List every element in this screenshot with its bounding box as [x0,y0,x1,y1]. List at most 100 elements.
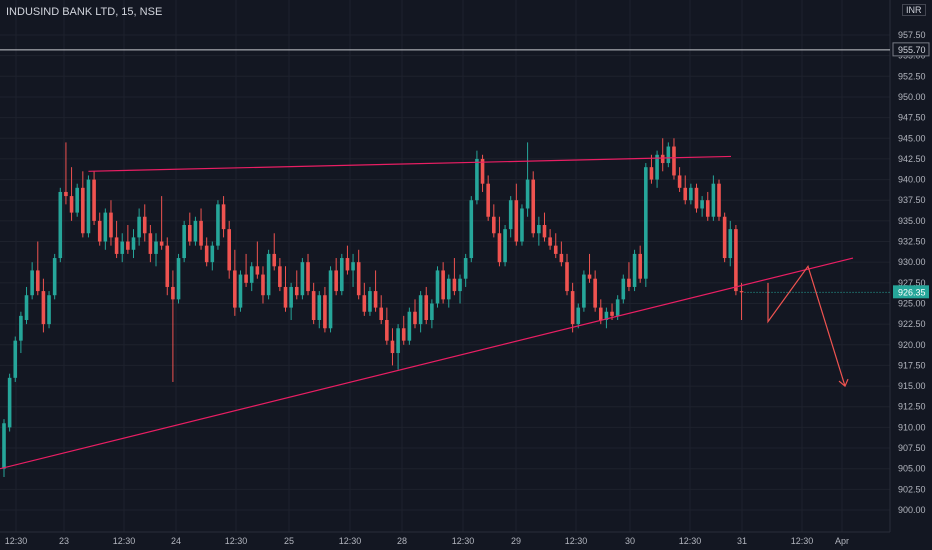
candle-body [278,266,282,287]
currency-label[interactable]: INR [902,4,926,16]
candle-body [379,307,384,320]
candle-body [570,291,575,325]
candle-body [469,200,474,259]
candle-body [137,216,141,238]
candle-body [176,258,181,300]
price-tick-label: 950.00 [898,92,926,102]
candle-body [610,311,614,316]
candle-body [35,270,40,292]
time-tick-label: 12:30 [339,536,362,546]
candle-body [390,340,395,354]
candle-body [114,237,119,254]
candle-body [553,245,558,254]
candle-body [480,158,485,184]
candle-body [81,187,85,234]
candle-body [458,278,462,292]
time-tick-label: 12:30 [5,536,28,546]
candle-body [187,225,192,242]
candle-body [103,212,108,242]
candle-body [171,286,175,300]
candle-body [97,220,102,242]
candle-body [233,270,237,308]
candle-body [520,208,524,242]
hline-price-tag [892,42,930,57]
candle-body [266,253,271,296]
candle-body [323,295,327,329]
candle-body [249,266,254,283]
price-tick-label: 925.00 [898,298,926,308]
candle-body [424,295,429,320]
candle-body [705,200,710,217]
price-tick-label: 900.00 [898,505,926,515]
candle-body [660,154,665,164]
projection-arrowhead [838,378,849,388]
candle-body [58,191,63,259]
candle-body [621,278,626,300]
candle-body [576,307,581,325]
candle-body [69,196,74,213]
candle-body [446,278,451,300]
last-price-label: 926.35 [898,287,926,297]
candle-body [430,303,434,320]
candle-body [289,286,293,308]
candle-body [351,262,355,271]
candle-body [492,216,496,234]
price-tick-label: 942.50 [898,154,926,164]
price-tick-label: 907.50 [898,443,926,453]
price-tick-label: 947.50 [898,113,926,123]
candle-body [41,291,46,325]
candle-body [13,340,18,378]
candle-body [210,245,215,263]
candle-body [182,225,186,259]
candle-body [47,295,51,325]
time-tick-label: 12:30 [679,536,702,546]
candle-body [216,204,220,246]
candle-body [531,179,536,234]
candle-body [565,262,569,292]
candle-body [407,311,412,341]
candle-body [722,216,727,259]
candle-body [306,262,310,292]
price-tick-label: 917.50 [898,360,926,370]
candle-body [283,286,288,308]
candle-body [86,179,91,234]
candle-body [435,270,440,304]
time-tick-label: 12:30 [452,536,475,546]
candle-body [19,315,23,341]
candle-body [165,245,170,287]
price-tick-label: 935.00 [898,216,926,226]
candle-body [441,270,445,300]
candle-body [154,241,158,254]
candlestick-series [2,138,744,477]
candle-body [486,183,490,217]
candle-body [120,241,125,254]
candle-body [356,262,361,296]
candle-body [542,225,547,238]
price-tick-label: 945.00 [898,133,926,143]
time-tick-label: 30 [625,536,635,546]
candle-body [666,146,671,164]
drawing-layer[interactable] [0,49,890,470]
candle-body [396,328,400,354]
candle-body [317,295,322,320]
candle-body [598,307,603,320]
candle-body [64,191,68,197]
price-tick-label: 940.00 [898,175,926,185]
price-tick-label: 930.00 [898,257,926,267]
last-price-tag [893,285,929,299]
time-tick-label: 23 [59,536,69,546]
candle-body [345,258,350,271]
candle-body [734,229,738,292]
price-tick-label: 912.50 [898,402,926,412]
time-axis[interactable]: 12:30 23 12:30 24 12:30 25 12:30 28 12:30 29 12:30… [5,536,849,546]
candle-body [503,229,507,263]
symbol-title[interactable]: INDUSIND BANK LTD, 15, NSE [6,6,163,18]
candle-body [328,270,333,329]
candle-body [711,183,716,217]
candle-body [497,233,502,263]
price-tick-label: 905.00 [898,464,926,474]
projection-path [767,264,846,387]
price-axis[interactable]: 957.50955.00952.50950.00947.50945.00942.… [898,30,926,515]
hline-price-label: 955.70 [898,45,926,55]
